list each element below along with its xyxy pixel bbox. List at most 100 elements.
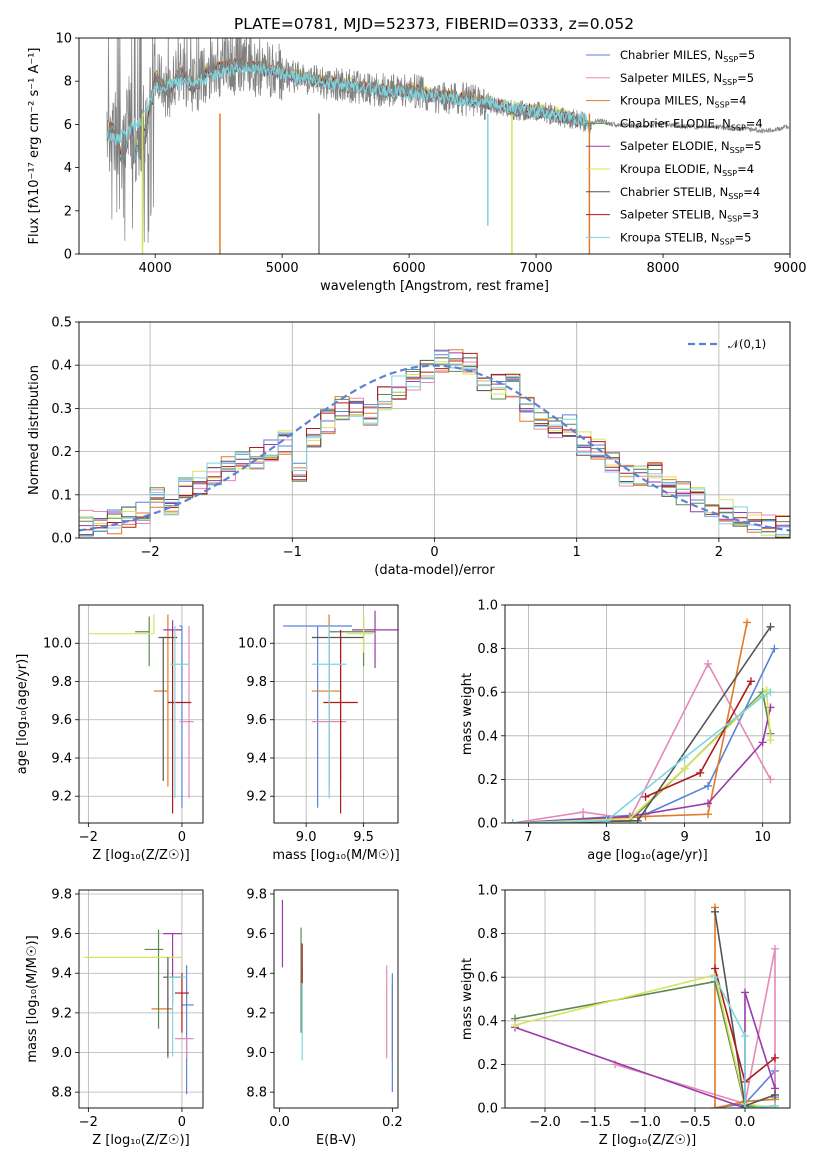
x-tick-label: −1 [283,545,302,560]
mass-weight-point [711,964,719,973]
mass-weight-point [766,688,775,697]
y-tick-label: 9.2 [51,1006,72,1021]
y-tick-label: 9.8 [51,675,72,690]
y-tick-label: 9.2 [246,790,267,805]
y-tick-label: 0.4 [477,1014,498,1029]
axes-frame [273,889,399,1109]
mass-weight-point [741,1032,749,1041]
x-axis-label: E(B-V) [316,1133,356,1148]
y-tick-label: 0.2 [477,1058,498,1073]
mass-weight-line [512,690,772,823]
mass-weight-point [711,1104,719,1108]
y-tick-label: 9.4 [246,751,267,766]
y-tick-label: 9.0 [51,1046,72,1061]
plot-area [83,929,194,1095]
plot-area [88,614,194,814]
y-tick-label: 1.0 [477,884,498,899]
y-tick-label: 10.0 [238,637,267,652]
plot-area [508,618,779,823]
y-tick-label: 9.4 [51,967,72,982]
plot-area [281,899,393,1093]
x-tick-label: 8 [602,830,610,845]
x-tick-label: 1 [573,545,581,560]
mass-weight-point [771,1101,779,1108]
x-axis-label: Z [log₁₀(Z/Z☉)] [599,1133,696,1148]
y-tick-label: 9.0 [246,1046,267,1061]
axes-frame [78,321,791,539]
x-tick-label: −2 [141,545,160,560]
y-tick-label: 6 [64,118,72,133]
y-tick-label: 9.4 [51,751,72,766]
x-axis-label: mass [log₁₀(M/M☉)] [272,848,399,863]
y-axis-label: age [log₁₀(age/yr)] [15,654,30,775]
mass-weight-point [758,692,767,701]
mass-weight-point [711,907,719,916]
y-tick-label: 9.8 [246,675,267,690]
axes-frame [504,604,791,824]
y-tick-label: 9.8 [246,887,267,902]
y-tick-label: 0.6 [477,686,498,701]
x-tick-label: 2 [715,545,723,560]
y-tick-label: 8.8 [246,1086,267,1101]
axes-frame [273,604,399,824]
mass-weight-point [771,1090,779,1099]
x-axis-label: (data-model)/error [374,563,495,578]
y-tick-label: 0.2 [51,445,72,460]
mass-weight-line [512,688,772,823]
age-vs-mass-panel: 9.0 9.5 9.2 9.4 9.6 9.8 10.0 mass [log₁₀(M/M☉)] [238,604,400,863]
x-tick-label: 0 [178,830,186,845]
y-tick-label: 8.8 [51,1086,72,1101]
mass-weight-point [771,1053,779,1062]
y-tick-label: 0.0 [51,532,72,547]
y-axis-label: mass [log₁₀(M/M☉)] [25,935,40,1062]
legend-label: Salpeter ELODIE, NSSP=5 [620,139,762,155]
mass-weight-point [704,659,713,668]
mass-weight-line [512,622,748,823]
mass-weight-line [512,707,772,823]
y-tick-label: 9.2 [246,1006,267,1021]
plot-area [283,610,398,814]
plot-area [511,903,779,1108]
x-tick-label: 0 [430,545,438,560]
y-tick-label: 0.5 [51,316,72,331]
legend-label: Salpeter MILES, NSSP=5 [620,71,754,87]
legend-label: Kroupa MILES, NSSP=4 [620,94,746,110]
mass-weight-point [641,792,650,801]
y-axis-label: Normed distribution [27,365,42,495]
age-vs-z-panel: −2 0 9.2 9.4 9.6 9.8 10.0 Z [log₁₀(Z/Z☉)] age [l… [15,604,204,863]
mass-weight-point [680,753,689,762]
y-tick-label: 9.6 [51,713,72,728]
y-tick-label: 0.2 [477,773,498,788]
x-tick-label: 10 [754,830,771,845]
panels-root: 4000 5000 6000 7000 8000 90000246810wavelengt… [15,32,807,1149]
x-tick-label: 8000 [646,261,679,276]
mass-weight-point [711,973,719,982]
y-tick-label: 10.0 [43,637,72,652]
data-spectrum-line [106,38,790,243]
x-tick-label: 4000 [139,261,172,276]
y-tick-label: 0.4 [477,729,498,744]
x-tick-label: −2 [79,1115,98,1130]
legend-label: Chabrier STELIB, NSSP=4 [620,185,760,201]
mass-weight-point [746,677,755,686]
x-tick-label: 0.2 [382,1115,403,1130]
y-tick-label: 9.6 [246,927,267,942]
y-tick-label: 2 [64,204,72,219]
mass-weight-line [714,976,776,1108]
y-tick-label: 9.8 [51,887,72,902]
mass-weight-line [512,691,771,823]
x-tick-label: 6000 [393,261,426,276]
y-tick-label: 0.0 [477,1102,498,1117]
normal-curve [79,364,790,532]
x-tick-label: 5000 [266,261,299,276]
x-tick-label: −1.0 [629,1115,661,1130]
mass-weight-point [743,618,752,627]
x-tick-label: 7 [524,830,532,845]
x-axis-label: age [log₁₀(age/yr)] [587,848,708,863]
mass-weight-point [766,775,775,784]
y-tick-label: 9.6 [51,927,72,942]
mass-weight-point [741,1104,749,1108]
mass-weight-line [512,626,772,823]
legend-label: Salpeter STELIB, NSSP=3 [620,208,759,224]
x-tick-label: 9 [680,830,688,845]
